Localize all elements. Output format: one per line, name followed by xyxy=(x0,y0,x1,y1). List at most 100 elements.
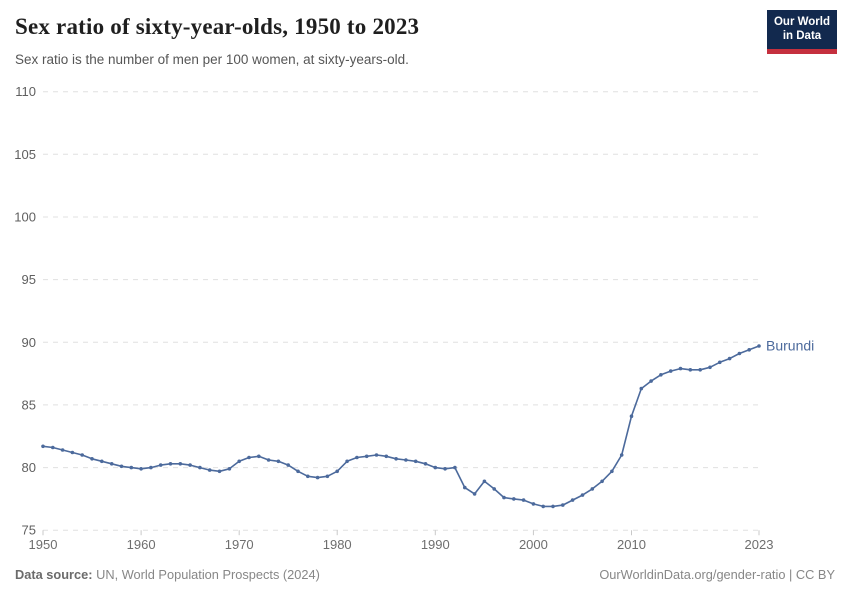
data-point[interactable] xyxy=(404,458,408,462)
footer-license: | CC BY xyxy=(785,567,835,582)
data-point[interactable] xyxy=(276,459,281,464)
data-point[interactable] xyxy=(659,373,663,377)
x-axis-tick-label: 1950 xyxy=(29,537,58,552)
data-point[interactable] xyxy=(551,504,555,509)
data-point[interactable] xyxy=(531,502,536,506)
data-point[interactable] xyxy=(257,454,261,459)
data-point[interactable] xyxy=(708,365,712,370)
data-point[interactable] xyxy=(570,498,575,502)
data-line[interactable] xyxy=(42,345,760,508)
data-point[interactable] xyxy=(109,462,114,466)
data-point[interactable] xyxy=(472,492,477,496)
data-point[interactable] xyxy=(688,368,693,372)
footer-url-link[interactable]: OurWorldinData.org/gender-ratio xyxy=(599,567,786,582)
data-source-text: UN, World Population Prospects (2024) xyxy=(96,567,320,582)
data-point[interactable] xyxy=(678,366,683,371)
data-point[interactable] xyxy=(463,485,467,490)
x-axis-tick-label: 1970 xyxy=(225,537,254,552)
data-point[interactable] xyxy=(345,459,349,464)
y-axis-tick-label: 95 xyxy=(22,272,36,287)
data-point[interactable] xyxy=(158,463,163,467)
data-point[interactable] xyxy=(296,469,300,474)
footer-attribution: OurWorldinData.org/gender-ratio | CC BY xyxy=(599,567,835,582)
data-point[interactable] xyxy=(306,474,310,479)
data-point[interactable] xyxy=(325,474,330,479)
data-point[interactable] xyxy=(217,469,222,474)
data-point[interactable] xyxy=(286,463,291,467)
data-point[interactable] xyxy=(149,465,153,470)
x-axis-tick-label: 1990 xyxy=(421,537,450,552)
data-point[interactable] xyxy=(610,469,614,474)
data-point[interactable] xyxy=(237,459,241,464)
data-point[interactable] xyxy=(90,457,94,461)
data-point[interactable] xyxy=(178,462,183,466)
data-point[interactable] xyxy=(619,453,624,457)
data-point[interactable] xyxy=(394,457,398,461)
data-point[interactable] xyxy=(60,448,65,452)
y-axis-tick-label: 110 xyxy=(15,84,36,99)
data-point[interactable] xyxy=(561,503,565,507)
data-point[interactable] xyxy=(41,444,45,449)
data-point[interactable] xyxy=(168,462,173,466)
data-point[interactable] xyxy=(502,495,506,500)
data-point[interactable] xyxy=(718,360,722,365)
owid-logo[interactable]: Our World in Data xyxy=(767,10,837,54)
data-point[interactable] xyxy=(453,465,457,470)
owid-logo-line1: Our World xyxy=(773,16,830,28)
data-point[interactable] xyxy=(433,465,438,470)
series-end-label[interactable]: Burundi xyxy=(766,338,814,354)
data-point[interactable] xyxy=(541,504,545,509)
data-point[interactable] xyxy=(384,454,389,459)
data-point[interactable] xyxy=(629,414,634,419)
data-point[interactable] xyxy=(119,464,124,469)
y-axis-tick-label: 80 xyxy=(22,460,36,475)
chart-canvas[interactable]: 75 80 85 90 95 100 105 110 1950 1960 1970 1980 1990 2… xyxy=(0,0,850,560)
data-point[interactable] xyxy=(737,351,742,356)
data-point[interactable] xyxy=(757,344,761,348)
data-point[interactable] xyxy=(188,463,192,467)
data-point[interactable] xyxy=(315,475,320,480)
data-point[interactable] xyxy=(364,454,369,459)
data-point[interactable] xyxy=(129,465,134,470)
data-point[interactable] xyxy=(374,453,379,457)
y-axis-tick-label: 100 xyxy=(14,210,36,225)
data-point[interactable] xyxy=(266,458,271,462)
chart-footer: Data source: UN, World Population Prospe… xyxy=(15,567,835,582)
x-axis-tick-label: 1960 xyxy=(127,537,156,552)
data-point[interactable] xyxy=(512,497,516,501)
data-point[interactable] xyxy=(335,469,340,474)
data-point[interactable] xyxy=(198,465,202,470)
data-point[interactable] xyxy=(482,479,487,484)
y-axis-tick-label: 90 xyxy=(22,335,36,350)
data-point[interactable] xyxy=(492,487,497,491)
data-point[interactable] xyxy=(413,459,418,464)
x-axis-tick-label: 2010 xyxy=(617,537,646,552)
data-point[interactable] xyxy=(100,459,104,464)
data-point[interactable] xyxy=(80,453,84,457)
data-point[interactable] xyxy=(639,386,644,391)
data-point[interactable] xyxy=(668,369,673,373)
data-point[interactable] xyxy=(649,379,653,383)
data-point[interactable] xyxy=(355,455,359,460)
data-point[interactable] xyxy=(600,479,604,484)
data-point[interactable] xyxy=(51,445,55,450)
data-point[interactable] xyxy=(521,498,526,502)
data-point[interactable] xyxy=(580,493,585,497)
data-point[interactable] xyxy=(139,467,143,471)
y-axis-tick-label: 105 xyxy=(14,147,36,162)
data-point[interactable] xyxy=(207,468,212,472)
x-axis-tick-label: 2000 xyxy=(519,537,548,552)
data-point[interactable] xyxy=(727,356,732,361)
data-point[interactable] xyxy=(747,348,751,352)
data-point[interactable] xyxy=(70,450,75,455)
data-point[interactable] xyxy=(423,462,428,466)
owid-logo-line2: in Data xyxy=(782,29,822,42)
data-point[interactable] xyxy=(443,467,447,471)
page-title: Sex ratio of sixty-year-olds, 1950 to 20… xyxy=(15,14,420,39)
data-point[interactable] xyxy=(227,467,232,471)
y-axis-tick-label: 75 xyxy=(22,523,36,538)
data-point[interactable] xyxy=(590,487,595,491)
data-point[interactable] xyxy=(698,368,702,372)
data-point[interactable] xyxy=(247,455,251,460)
data-source-label: Data source: xyxy=(15,567,93,582)
